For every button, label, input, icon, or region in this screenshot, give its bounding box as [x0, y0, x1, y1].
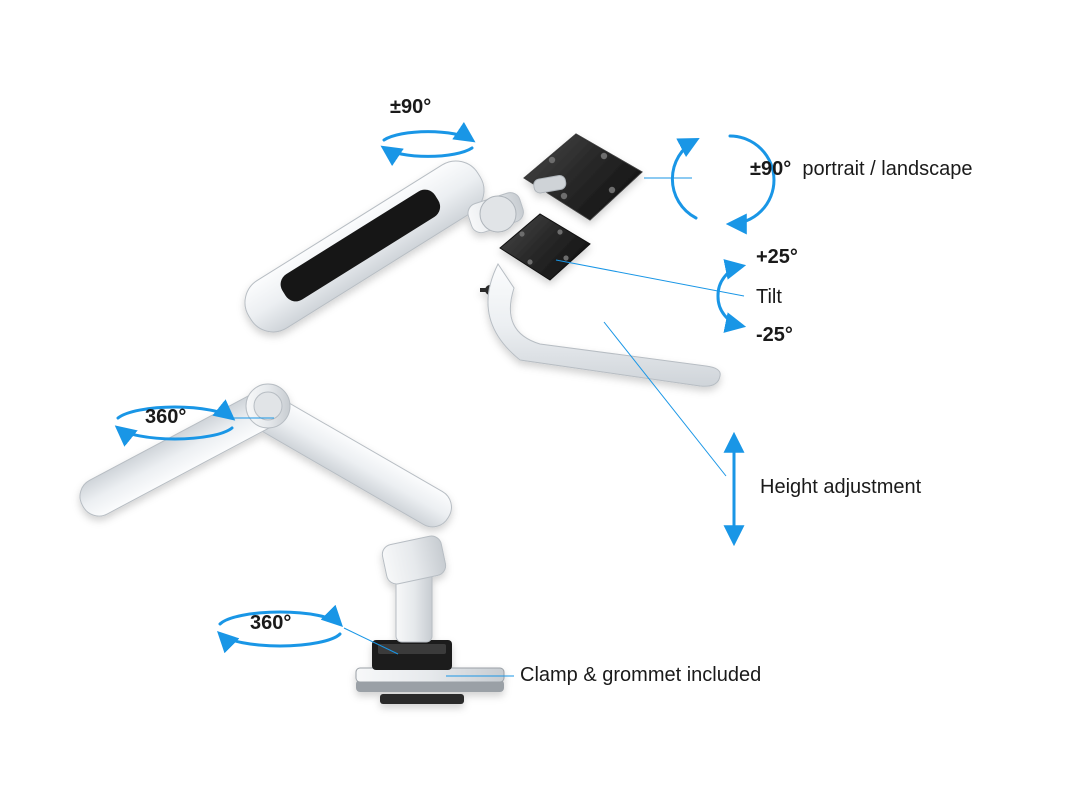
label-height: Height adjustment: [760, 476, 921, 499]
swivel-top-icon: [384, 132, 472, 157]
label-portrait: ±90° portrait / landscape: [750, 158, 972, 181]
label-tilt-minus: -25°: [756, 324, 793, 347]
tilt-arc-icon: [718, 266, 742, 326]
upper-forearm: [235, 151, 494, 420]
clamp-base: [356, 640, 504, 704]
label-clamp: Clamp & grommet included: [520, 664, 761, 687]
figure-svg: [0, 0, 1080, 810]
head-assembly: [465, 134, 642, 295]
label-tilt-word: Tilt: [756, 286, 782, 309]
label-swivel-top: ±90°: [390, 96, 431, 119]
label-swivel-base: 360°: [250, 612, 291, 635]
handle-arm: [488, 264, 720, 386]
label-swivel-mid: 360°: [145, 406, 186, 429]
diagram-stage: ±90° ±90° portrait / landscape +25° Tilt…: [0, 0, 1080, 810]
label-tilt-plus: +25°: [756, 246, 798, 269]
